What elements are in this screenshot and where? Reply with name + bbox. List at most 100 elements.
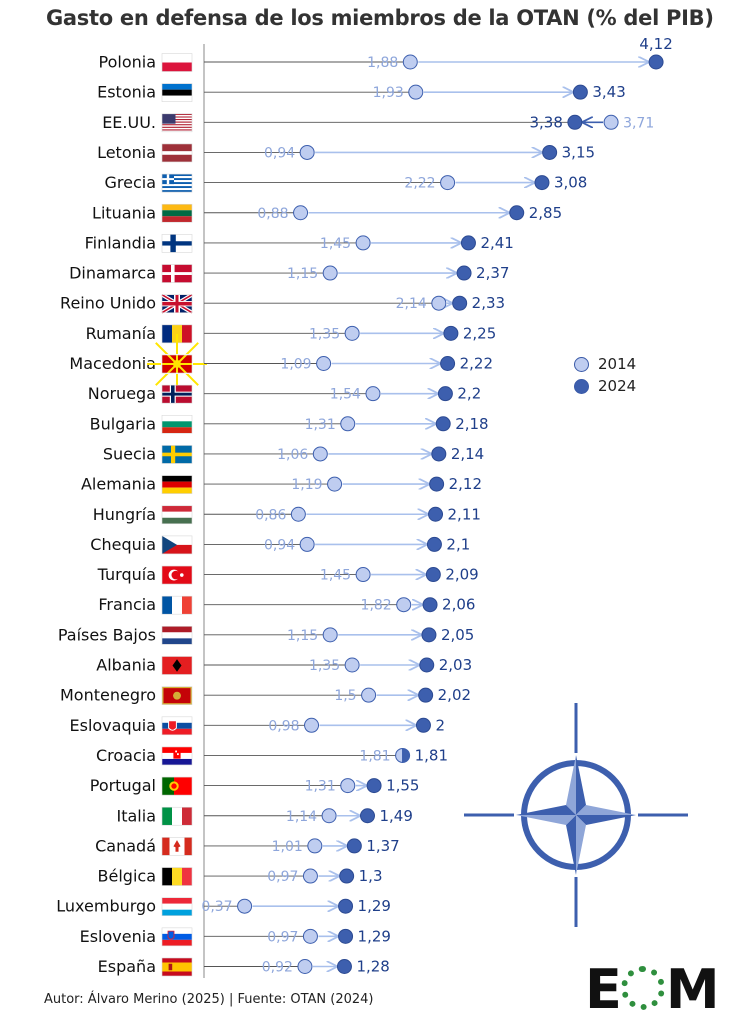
chart-row: Macedonia 1,09 2,22 xyxy=(69,334,493,394)
point-2014 xyxy=(365,386,381,402)
point-2014 xyxy=(322,265,338,281)
value-label-2014: 0,97 xyxy=(267,929,298,945)
value-label-2024: 1,37 xyxy=(366,837,399,855)
value-label-2024: 1,29 xyxy=(358,897,391,915)
country-label: Chequia xyxy=(90,535,156,554)
value-label-2014: 1,15 xyxy=(287,628,318,644)
point-2024 xyxy=(456,265,472,281)
point-2014 xyxy=(312,446,328,462)
country-label: España xyxy=(98,957,156,976)
value-label-2014: 1,82 xyxy=(361,598,392,614)
point-2024 xyxy=(418,687,434,703)
flag-icon xyxy=(147,334,207,394)
value-label-2014: 0,37 xyxy=(201,899,232,915)
point-2014 xyxy=(302,868,318,884)
value-label-2014: 1,45 xyxy=(320,568,351,584)
chart-row: Finlandia 1,45 2,41 xyxy=(85,233,514,253)
chart-row: Bélgica 0,97 1,3 xyxy=(98,867,383,886)
value-label-2024: 2,2 xyxy=(457,385,481,403)
point-2024 xyxy=(440,356,456,371)
flag-icon xyxy=(161,83,193,102)
flag-icon xyxy=(161,837,193,856)
value-label-2014: 1,35 xyxy=(309,326,340,342)
country-label: Rumanía xyxy=(86,324,156,343)
point-2024 xyxy=(339,868,355,884)
chart-row: España 0,92 1,28 xyxy=(98,957,390,977)
flag-icon xyxy=(161,505,193,525)
chart-row: Eslovaquia 0,98 2 xyxy=(70,716,445,736)
value-label-2024: 2,06 xyxy=(442,596,475,614)
point-2024 xyxy=(419,657,435,673)
point-2024 xyxy=(443,325,459,341)
flag-icon xyxy=(161,626,193,645)
value-label-2014: 1,81 xyxy=(359,748,390,764)
point-2024 xyxy=(567,114,583,130)
flag-icon xyxy=(161,53,193,72)
point-2024 xyxy=(338,928,354,944)
legend-swatch-2014 xyxy=(574,356,589,372)
flag-icon xyxy=(161,927,193,947)
value-label-2024: 3,08 xyxy=(554,174,587,192)
flag-icon xyxy=(161,113,193,133)
value-label-2024: 2,14 xyxy=(451,445,484,463)
value-label-2014: 0,97 xyxy=(267,869,298,885)
value-label-2024: 2,18 xyxy=(455,415,488,433)
chart-footer: Autor: Álvaro Merino (2025) | Fuente: OT… xyxy=(44,992,374,1007)
value-label-2024: 4,12 xyxy=(639,35,672,53)
value-label-2014: 1,5 xyxy=(334,688,356,704)
point-2024 xyxy=(534,175,550,191)
value-label-2024: 2,37 xyxy=(476,264,509,282)
flag-icon xyxy=(161,867,193,886)
chart-row: Rumanía 1,35 2,25 xyxy=(86,324,496,344)
point-2014 xyxy=(396,597,412,613)
point-2024 xyxy=(336,959,352,974)
flag-icon xyxy=(161,776,193,796)
flag-icon xyxy=(161,897,193,917)
flag-icon xyxy=(161,234,193,253)
value-label-2014: 1,54 xyxy=(330,387,361,403)
value-label-2024: 2,1 xyxy=(446,535,470,553)
chart-rows: Polonia 1,88 4,12 Estonia 1,93 3,43 EE.UU. 3,71… xyxy=(56,35,673,977)
country-label: Canadá xyxy=(95,836,156,855)
point-2014 xyxy=(355,567,371,583)
point-2024 xyxy=(648,54,664,70)
flag-icon xyxy=(161,716,193,736)
chart-row: Estonia 1,93 3,43 xyxy=(97,83,626,102)
point-2014 xyxy=(344,325,360,341)
flag-icon xyxy=(161,143,193,163)
value-label-2024: 1,3 xyxy=(359,867,383,885)
country-label: Lituania xyxy=(92,203,156,222)
country-label: Bélgica xyxy=(98,867,156,886)
flag-icon xyxy=(161,384,193,404)
country-label: Reino Unido xyxy=(60,294,156,313)
value-label-2024: 1,81 xyxy=(415,746,448,764)
chart-row: Lituania 0,88 2,85 xyxy=(92,203,562,223)
value-label-2024: 1,49 xyxy=(379,807,412,825)
country-label: Macedonia xyxy=(69,354,156,373)
chart-row: Montenegro 1,5 2,02 xyxy=(60,686,471,705)
value-label-2014: 1,06 xyxy=(277,447,308,463)
flag-icon xyxy=(161,746,193,766)
point-2024 xyxy=(426,536,442,552)
nato-compass-logo xyxy=(464,703,688,927)
chart-row: Croacia 1,81 1,81 xyxy=(96,746,448,766)
chart-row: Canadá 1,01 1,37 xyxy=(95,836,400,856)
country-label: Turquía xyxy=(97,565,156,584)
chart-row: Reino Unido 2,14 2,33 xyxy=(60,292,505,315)
country-label: Letonia xyxy=(97,143,156,162)
chart-row: Dinamarca 1,15 2,37 xyxy=(69,264,509,283)
value-label-2014: 0,88 xyxy=(257,206,288,222)
point-2014 xyxy=(293,205,309,221)
value-label-2014: 0,98 xyxy=(268,718,299,734)
point-2014 xyxy=(361,687,377,703)
value-label-2014: 1,01 xyxy=(272,839,303,855)
country-label: EE.UU. xyxy=(102,113,156,132)
point-2014 xyxy=(321,808,337,824)
point-2014 xyxy=(297,959,313,974)
value-label-2014: 0,94 xyxy=(264,537,295,553)
country-label: Italia xyxy=(117,806,157,825)
point-2024 xyxy=(402,747,411,763)
country-label: Eslovenia xyxy=(80,927,156,946)
chart-row: Grecia 2,22 3,08 xyxy=(104,173,587,193)
